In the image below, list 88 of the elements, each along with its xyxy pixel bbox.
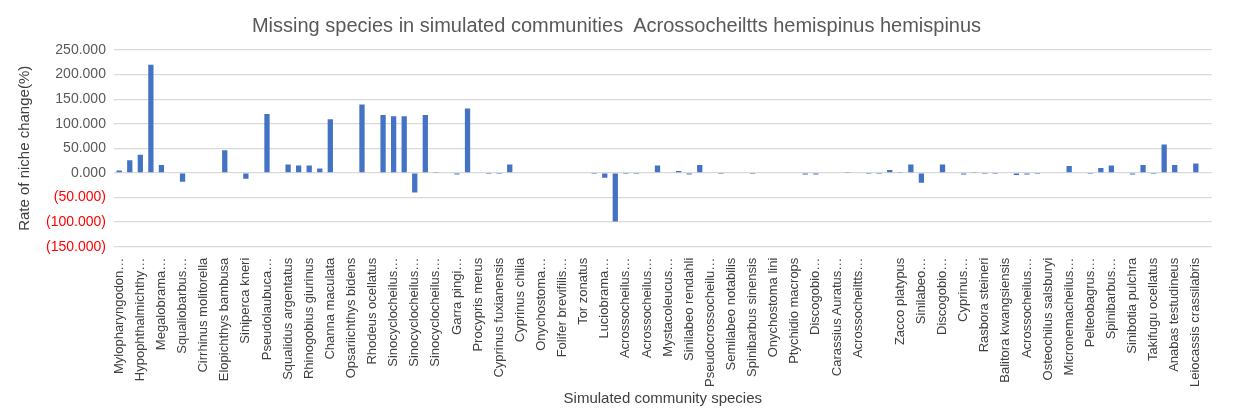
x-tick-label: Semilabeo notabilis	[722, 257, 738, 371]
x-tick-label: Sinilabeo rendahli	[680, 257, 696, 362]
bar	[179, 173, 186, 182]
x-tick-label: Acrossocheilus…	[1018, 257, 1034, 359]
y-axis-title: Rate of niche change(%)	[15, 65, 33, 231]
bar	[285, 164, 291, 173]
bar	[422, 114, 428, 173]
bar	[158, 165, 165, 173]
x-tick-label: Tor zonatus	[575, 257, 591, 325]
x-tick-label: Garra pingi…	[448, 257, 464, 335]
bar	[401, 116, 407, 173]
bar	[464, 108, 471, 173]
bar	[1140, 165, 1146, 173]
x-tick-label: Pseudocrossocheilu…	[701, 257, 717, 388]
x-tick-label: Osteochilus salsburyi	[1039, 257, 1055, 381]
x-tick-label: Onychostoma lini	[765, 257, 781, 358]
bar	[380, 114, 386, 173]
bar	[697, 165, 703, 173]
x-tick-label: Pelteobagrus…	[1081, 257, 1097, 348]
x-tick-label: Hypophthalmichthy…	[131, 257, 147, 382]
chart-title: Missing species in simulated communities Acrossocheiltts hemispinus hemispinus	[251, 13, 982, 36]
y-tick-label: 150.000	[55, 90, 107, 107]
x-tick-label: Cyprinus…	[955, 257, 971, 322]
y-tick-label: 200.000	[55, 65, 107, 82]
x-tick-label: Spinibarbus sinensis	[744, 257, 760, 377]
x-tick-label: Rhodeus ocellatus	[364, 257, 380, 365]
bar	[222, 150, 228, 173]
x-tick-label: Carassius Auratus…	[828, 257, 844, 377]
x-tick-label: Acrossocheiltts…	[849, 257, 865, 359]
x-tick-label: Spinibarbus…	[1102, 257, 1118, 340]
bar	[918, 173, 925, 183]
x-tick-label: Sinocyclocheilus…	[385, 257, 401, 367]
x-tick-label: Discogobio…	[807, 257, 823, 335]
x-tick-label: Squalidus argentatus	[279, 257, 295, 380]
x-tick-label: Megalobrama…	[153, 257, 169, 351]
bar	[359, 104, 365, 173]
x-tick-label: Cyprinus chilia	[511, 256, 527, 343]
x-axis-title: Simulated community species	[563, 389, 763, 407]
x-tick-label: Sinocyclocheilus…	[427, 257, 443, 367]
x-tick-label: Siniperca kneri	[237, 257, 253, 344]
x-tick-label: Cirrhinus molitorella	[195, 256, 211, 373]
x-tick-label: Mylopharyngodon…	[110, 257, 126, 375]
x-tick-label: Opsariichthys bidens	[343, 257, 358, 379]
bar	[391, 116, 397, 173]
x-tick-label: Takifugu ocellatus	[1145, 257, 1161, 361]
y-tick-label: 50.000	[63, 139, 107, 156]
y-tick-label: 100.000	[55, 114, 107, 131]
x-tick-label: Acrossocheilus…	[638, 257, 654, 359]
y-tick-label: 250.000	[55, 40, 107, 57]
bar	[1161, 144, 1167, 173]
y-tick-label: (50.000)	[53, 188, 106, 205]
bar	[327, 119, 333, 173]
x-tick-label: Mystacoleucus…	[659, 257, 675, 357]
x-tick-label: Micronemacheilus…	[1060, 257, 1076, 376]
bar	[137, 154, 143, 173]
x-tick-label: Balitora kwangsiensis	[997, 257, 1013, 383]
x-tick-label: Elopichthys bambusa	[216, 256, 232, 382]
y-tick-label: (150.000)	[45, 237, 106, 254]
x-tick-label: Cyprinus fuxianensis	[490, 257, 506, 378]
bar	[1172, 165, 1178, 173]
x-tick-label: Anabas testudineus	[1166, 257, 1182, 372]
x-tick-label: Channa maculata	[321, 256, 337, 360]
x-tick-label: Ptychidio macrops	[786, 257, 802, 364]
bar	[264, 113, 270, 173]
y-tick-label: 0.000	[70, 163, 107, 180]
bar	[317, 168, 323, 173]
x-tick-label: Rhinogobius giurinus	[300, 257, 316, 380]
x-tick-label: Sinocyclocheilus…	[406, 257, 422, 367]
x-tick-label: Folifer brevifilis…	[554, 257, 570, 358]
bar	[412, 173, 418, 193]
x-tick-label: Acrossocheilus…	[617, 257, 633, 359]
x-tick-label: Procypris merus	[469, 257, 485, 352]
x-tick-label: Discogobio…	[934, 257, 950, 335]
bar	[148, 64, 154, 173]
bar	[1066, 166, 1072, 173]
bar	[243, 173, 249, 179]
x-tick-label: Onychostoma…	[532, 257, 548, 351]
x-tick-label: Pseudolaubuca…	[258, 257, 274, 361]
x-tick-label: Zacco platypus	[891, 257, 907, 346]
bar	[127, 160, 133, 173]
x-tick-label: Leiocassis crassilabris	[1187, 257, 1203, 387]
x-tick-label: Sinilabeo…	[912, 257, 928, 325]
x-tick-label: Sinibotia pulchra	[1124, 256, 1140, 354]
x-tick-label: Squaliobarbus…	[174, 257, 190, 354]
y-tick-label: (100.000)	[45, 212, 106, 229]
bar	[612, 173, 618, 222]
x-tick-label: Luciobrama…	[596, 257, 612, 339]
x-tick-label: Rasbora steineri	[976, 257, 992, 353]
